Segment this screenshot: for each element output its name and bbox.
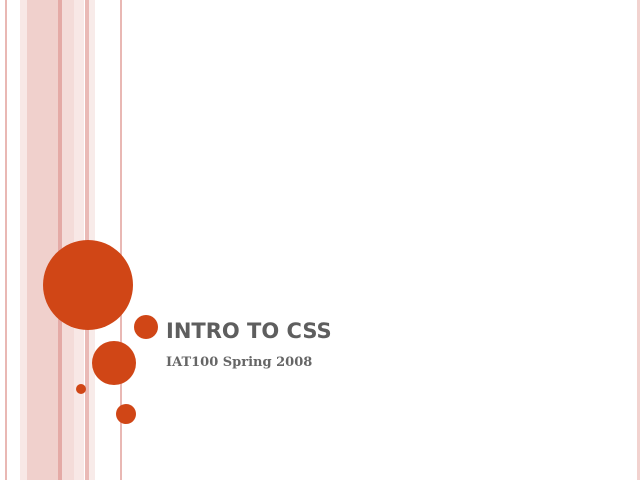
circle-tiny [76,384,86,394]
slide-title: INTRO TO CSS [166,319,332,343]
circle-small [134,315,158,339]
circle-large [43,240,133,330]
slide-subtitle: IAT100 Spring 2008 [166,355,313,370]
circle-small [116,404,136,424]
circle-medium [92,341,136,385]
